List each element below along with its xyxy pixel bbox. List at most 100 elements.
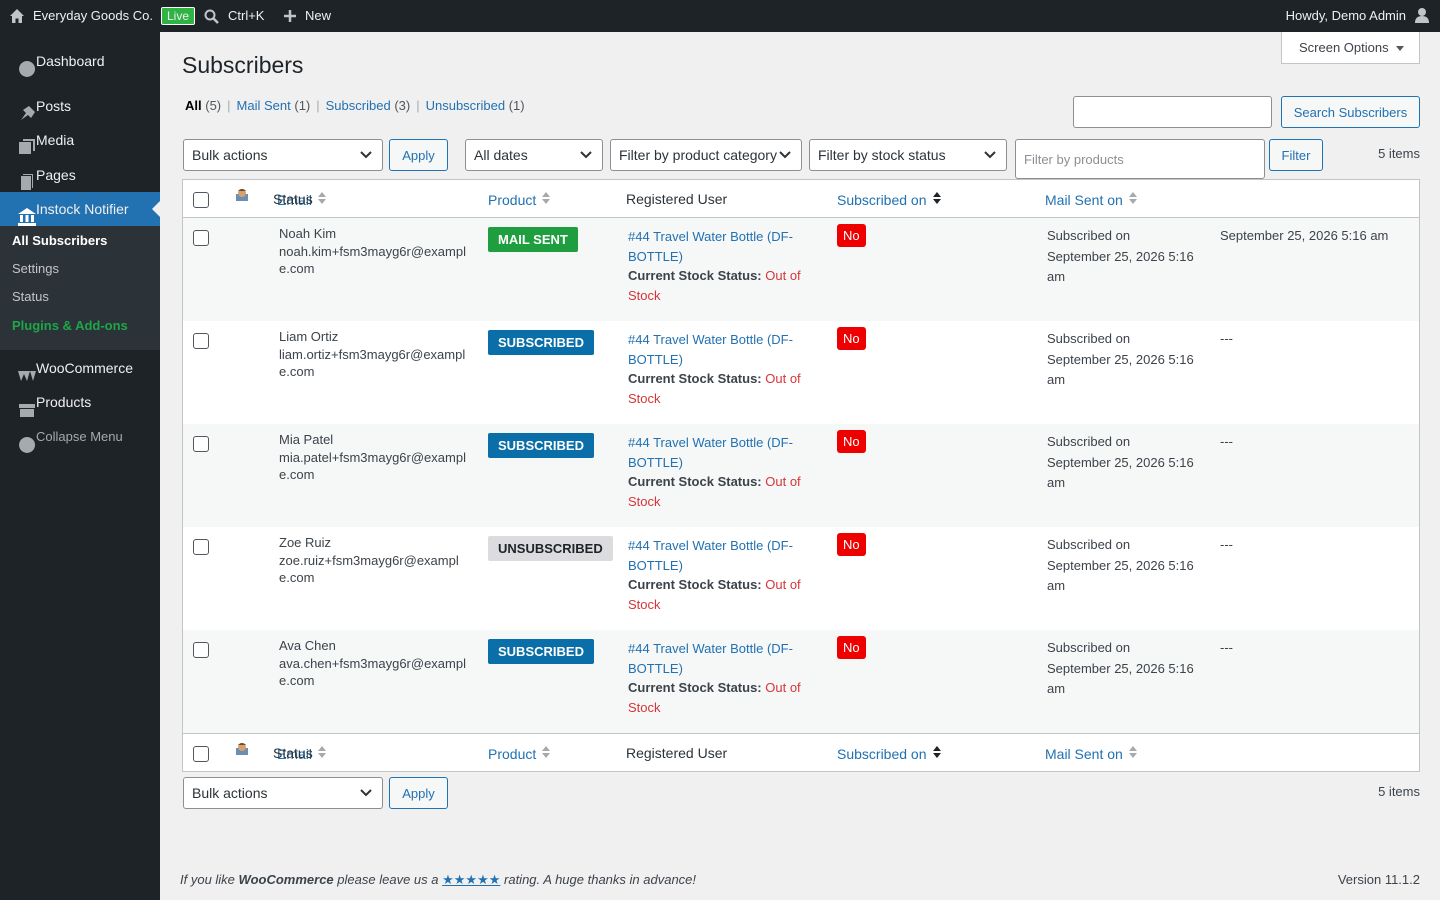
site-name[interactable]: Everyday Goods Co. xyxy=(33,8,153,23)
footer-note: If you like WooCommerce please leave us … xyxy=(180,872,696,888)
mail-sent-date: September 25, 2026 5:16 am xyxy=(1220,228,1389,243)
subscribed-label: Subscribed on xyxy=(1047,434,1131,449)
column-label: Mail Sent on xyxy=(1045,192,1123,208)
stock-filter[interactable]: Filter by stock status xyxy=(809,139,1007,171)
menu-label: Dashboard xyxy=(36,53,105,69)
screen-options[interactable]: Screen Options xyxy=(1281,32,1420,64)
sort-arrows xyxy=(1128,192,1137,204)
column-header[interactable]: Email xyxy=(277,745,327,762)
submenu-item[interactable]: All Subscribers xyxy=(12,233,108,248)
submenu-item[interactable]: Plugins & Add-ons xyxy=(12,318,128,333)
status-badge: SUBSCRIBED xyxy=(488,639,594,664)
row-checkbox[interactable] xyxy=(193,230,209,246)
menu-item[interactable]: Pages xyxy=(0,158,160,192)
row-checkbox[interactable] xyxy=(193,539,209,555)
row-checkbox[interactable] xyxy=(193,333,209,349)
view-count: (5) xyxy=(205,98,222,113)
column-header[interactable]: Mail Sent on xyxy=(1045,745,1137,762)
menu-label: Media xyxy=(36,132,75,148)
bulk-actions[interactable]: Bulk actions xyxy=(183,777,383,809)
rating-link[interactable]: ★★★★★ xyxy=(442,872,501,887)
menu-label: Posts xyxy=(36,98,72,114)
date-filter-label: All dates xyxy=(474,147,528,163)
greeting[interactable]: Howdy, Demo Admin xyxy=(1285,8,1406,23)
search-shortcut[interactable]: Ctrl+K xyxy=(228,8,265,23)
row-checkbox[interactable] xyxy=(193,436,209,452)
apply-button[interactable]: Apply xyxy=(389,777,448,809)
stock-status: Current Stock Status: Out of Stock xyxy=(628,266,808,305)
collapse-menu[interactable]: Collapse Menu xyxy=(0,420,160,454)
avatar-column-icon xyxy=(234,742,250,759)
view-link[interactable]: Mail Sent (1) xyxy=(237,98,311,113)
live-badge: Live xyxy=(161,7,196,25)
select-all-checkbox[interactable] xyxy=(193,192,209,208)
menu-item[interactable]: Posts xyxy=(0,89,160,123)
column-label: Status xyxy=(273,191,313,207)
column-header[interactable]: Product xyxy=(488,191,551,208)
search-button[interactable]: Search Subscribers xyxy=(1281,96,1420,128)
row-checkbox[interactable] xyxy=(193,642,209,658)
stock-label: Current Stock Status: xyxy=(628,474,762,489)
column-header[interactable]: Subscribed on xyxy=(837,745,941,762)
stock-value: Out of Stock xyxy=(628,680,801,715)
stock-filter-label: Filter by stock status xyxy=(818,147,946,163)
sort-arrows xyxy=(318,746,327,758)
table-header: Email Status Product Registered User Subscri… xyxy=(183,733,1419,771)
menu-item[interactable]: WooCommerce xyxy=(0,351,160,385)
product-link[interactable]: #44 Travel Water Bottle (DF-BOTTLE) xyxy=(628,229,793,264)
sort-arrows xyxy=(542,192,551,204)
column-header: Status xyxy=(273,745,313,761)
column-header[interactable]: Mail Sent on xyxy=(1045,191,1137,208)
subscriber-email: liam.ortiz+fsm3mayg6r@example.com xyxy=(279,347,466,379)
column-header[interactable]: Subscribed on xyxy=(837,191,941,208)
select-all-checkbox[interactable] xyxy=(193,746,209,762)
product-link[interactable]: #44 Travel Water Bottle (DF-BOTTLE) xyxy=(628,538,793,573)
menu-label: Instock Notifier xyxy=(36,201,129,217)
sort-arrows xyxy=(932,746,941,758)
category-filter[interactable]: Filter by product category xyxy=(610,139,802,171)
menu-item[interactable]: Media xyxy=(0,123,160,157)
separator: | xyxy=(316,98,320,113)
subscriber-row: Noah Kim noah.kim+fsm3mayg6r@example.com M… xyxy=(183,218,1419,321)
status-badge: SUBSCRIBED xyxy=(488,433,594,458)
submenu-item[interactable]: Settings xyxy=(12,261,59,276)
menu-item[interactable]: Products xyxy=(0,385,160,419)
menu-item[interactable]: Instock Notifier xyxy=(0,192,160,226)
column-label: Product xyxy=(488,192,537,208)
product-link[interactable]: #44 Travel Water Bottle (DF-BOTTLE) xyxy=(628,332,793,367)
icon xyxy=(19,437,36,453)
avatar-icon xyxy=(236,743,248,755)
date-filter[interactable]: All dates xyxy=(465,139,603,171)
sort-indicator xyxy=(542,746,551,762)
submenu-item[interactable]: Status xyxy=(12,289,49,304)
subscribed-label: Subscribed on xyxy=(1047,537,1131,552)
bulk-actions[interactable]: Bulk actions xyxy=(183,139,383,171)
product-link[interactable]: #44 Travel Water Bottle (DF-BOTTLE) xyxy=(628,435,793,470)
chevron xyxy=(360,789,372,797)
menu-item[interactable]: Dashboard xyxy=(0,44,160,78)
category-filter-label: Filter by product category xyxy=(619,147,777,163)
product-filter[interactable]: Filter by products xyxy=(1015,139,1265,179)
collapse-label: Collapse Menu xyxy=(36,429,123,444)
subscribed-label: Subscribed on xyxy=(1047,228,1131,243)
items-count: 5 items xyxy=(1378,784,1420,799)
apply-button[interactable]: Apply xyxy=(389,139,448,171)
subscribed-date: September 25, 2026 5:16 am xyxy=(1047,558,1194,593)
view-link[interactable]: Unsubscribed (1) xyxy=(426,98,525,113)
search-input[interactable] xyxy=(1073,96,1272,128)
new-link[interactable]: New xyxy=(305,8,332,23)
version: Version 11.1.2 xyxy=(1337,872,1420,887)
column-header[interactable]: Email xyxy=(277,191,327,208)
status-badge: MAIL SENT xyxy=(488,227,578,252)
view-link[interactable]: Subscribed (3) xyxy=(326,98,411,113)
sort-indicator xyxy=(542,192,551,208)
filter-button[interactable]: Filter xyxy=(1269,139,1323,171)
subscribed-date: September 25, 2026 5:16 am xyxy=(1047,661,1194,696)
subscribed-date: September 25, 2026 5:16 am xyxy=(1047,352,1194,387)
column-header[interactable]: Product xyxy=(488,745,551,762)
stock-label: Current Stock Status: xyxy=(628,268,762,283)
product-link[interactable]: #44 Travel Water Bottle (DF-BOTTLE) xyxy=(628,641,793,676)
view-link[interactable]: All (5) xyxy=(185,98,221,113)
icon xyxy=(19,404,35,417)
subscriber-row: Mia Patel mia.patel+fsm3mayg6r@example.co… xyxy=(183,424,1419,527)
